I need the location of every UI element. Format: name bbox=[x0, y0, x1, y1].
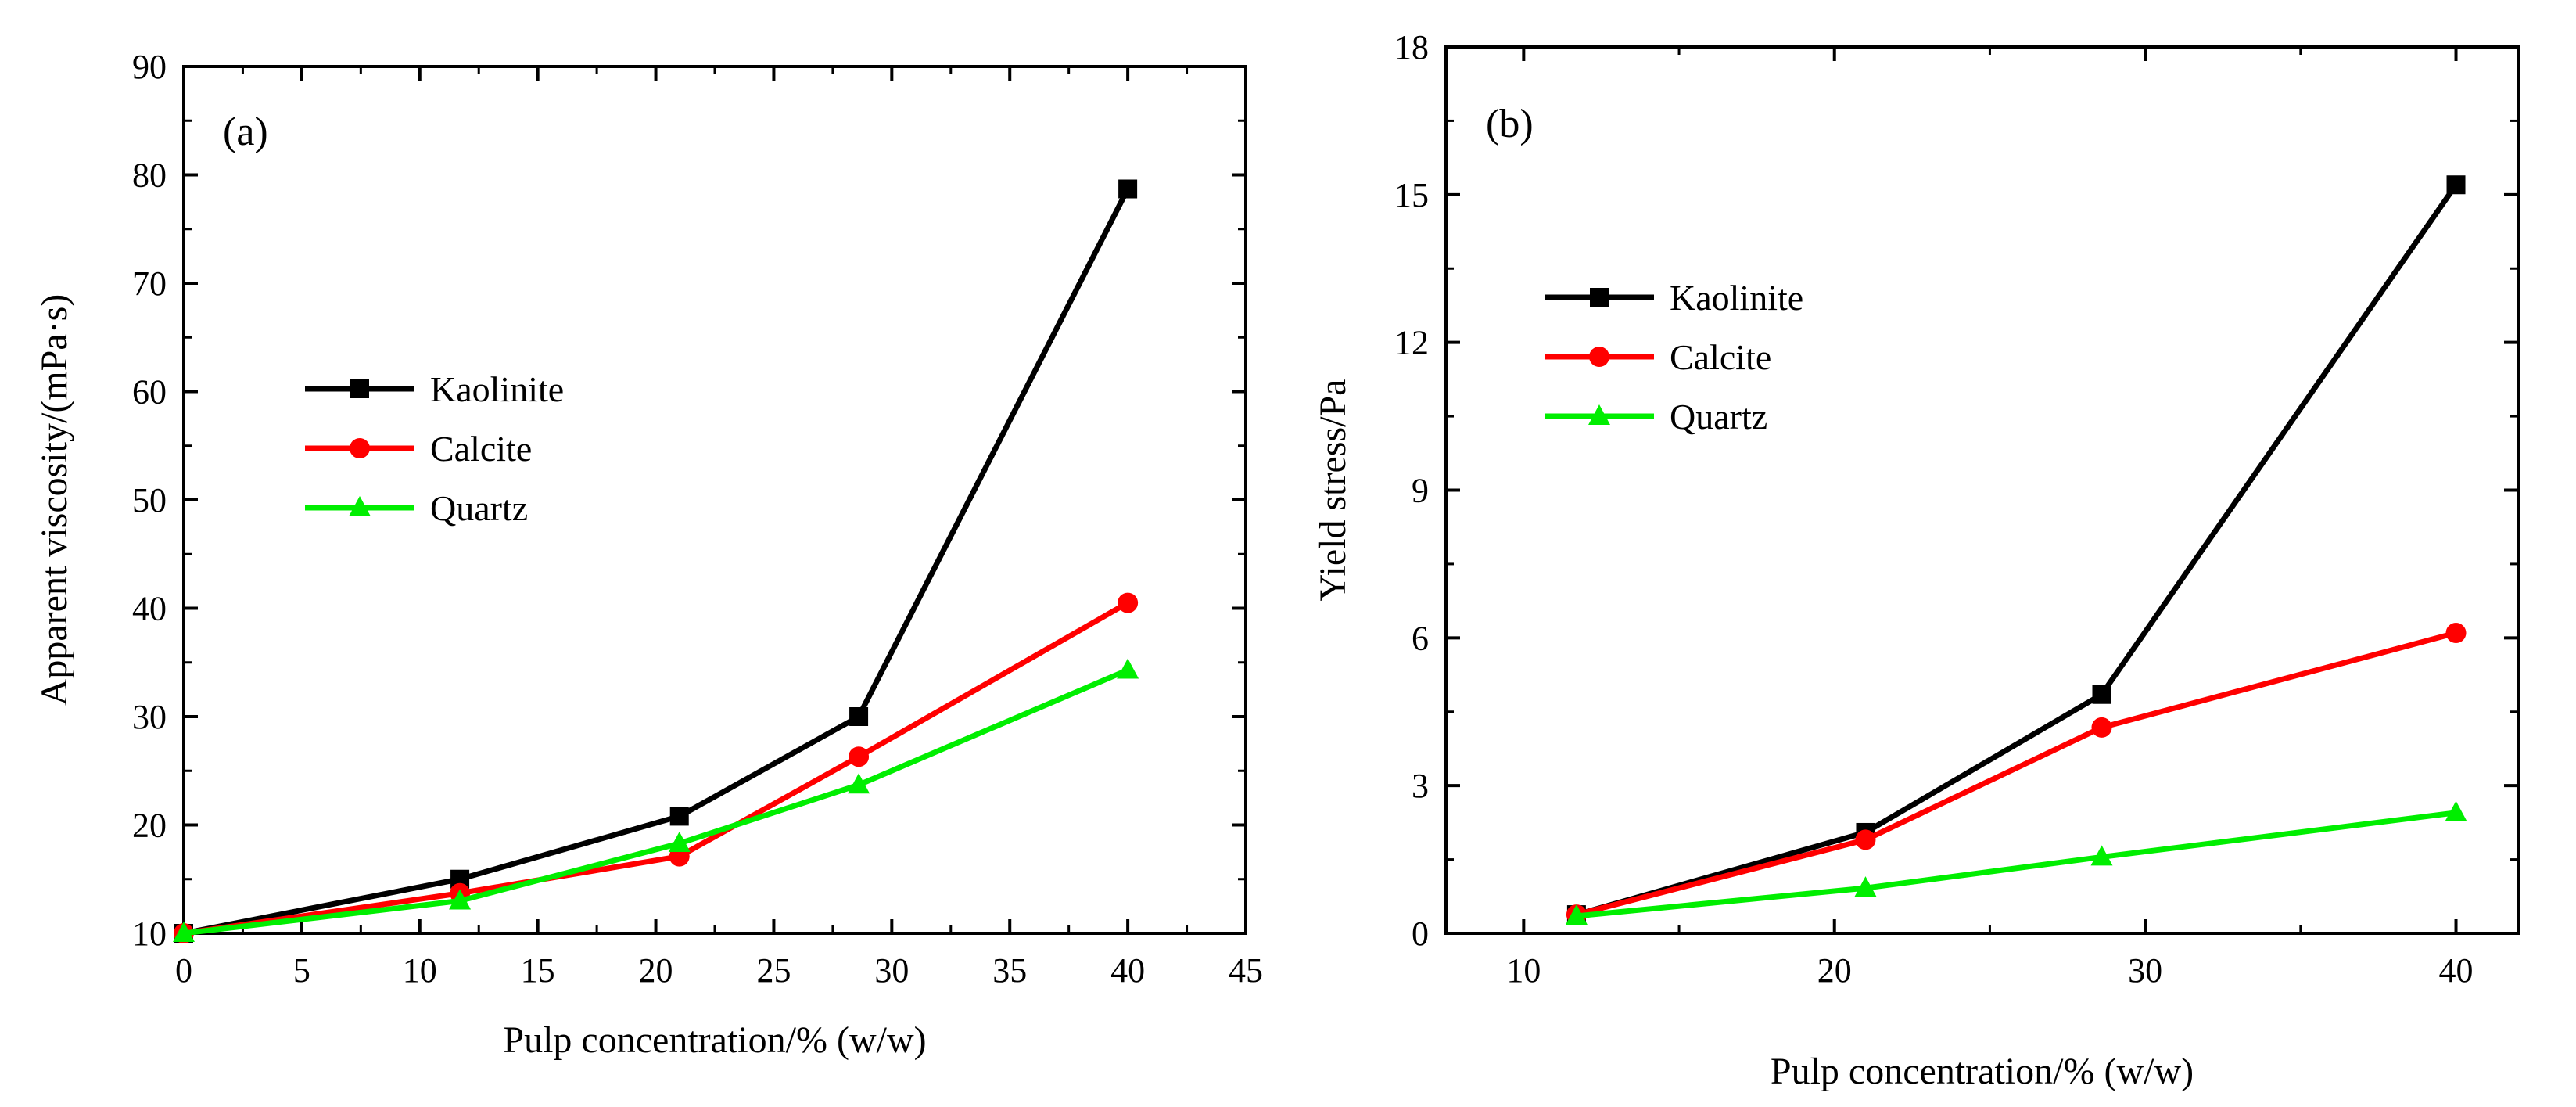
panel-b-series-calcite bbox=[1566, 623, 2467, 925]
panel-a-xtick-label: 0 bbox=[175, 951, 192, 990]
panel-b-series-calcite-point bbox=[1855, 829, 1876, 850]
panel-b-ytick-label: 12 bbox=[1394, 324, 1429, 362]
panel-a-xtick-label: 45 bbox=[1229, 951, 1263, 990]
panel-a-series-quartz bbox=[173, 658, 1139, 942]
panel-a-legend-item-quartz-label: Quartz bbox=[430, 488, 528, 528]
panel-a-series-quartz-point bbox=[173, 922, 195, 942]
panel-b-ytick-label: 18 bbox=[1394, 28, 1429, 66]
panel-a-ytick-label: 90 bbox=[132, 48, 167, 86]
panel-a-series-quartz-line bbox=[183, 667, 1129, 936]
panel-b-ytick-label: 15 bbox=[1394, 176, 1429, 214]
panel-b-ytick-label: 3 bbox=[1412, 767, 1429, 805]
panel-b-series-quartz-point bbox=[1854, 876, 1877, 897]
panel-a-series-kaolinite-point bbox=[1118, 179, 1138, 199]
panel-b-x-axis-title: Pulp concentration/% (w/w) bbox=[1771, 1051, 2194, 1092]
panel-b-legend-item-kaolinite-marker bbox=[1590, 288, 1609, 307]
panel-a-legend-item-kaolinite-label: Kaolinite bbox=[430, 369, 564, 409]
panel-b-series-calcite-point bbox=[2445, 623, 2467, 644]
panel-b-plot-frame bbox=[1444, 45, 2520, 935]
panel-a-series-quartz-point bbox=[668, 832, 691, 853]
panel-a-xtick-label: 20 bbox=[639, 951, 673, 990]
panel-b-series-kaolinite-point bbox=[2446, 175, 2466, 195]
panel-a-legend: Kaolinite Calcite Quartz bbox=[305, 369, 564, 528]
panel-a-plot-frame bbox=[182, 65, 1247, 935]
panel-a-ytick-label: 20 bbox=[132, 807, 167, 845]
panel-a: 0 5 10 15 20 25 30 35 40 45 10 20 30 40 50 60 70 80 90 Pulp… bbox=[34, 48, 1263, 1061]
panel-a-series-quartz-point bbox=[449, 889, 472, 910]
panel-a-series-quartz-point bbox=[848, 773, 870, 794]
panel-b: 10 20 30 40 0 3 6 9 12 15 18 Pulp concentration/% (… bbox=[1312, 28, 2520, 1092]
panel-a-legend-item-quartz-marker bbox=[349, 496, 371, 516]
panel-a-ytick-label: 70 bbox=[132, 264, 167, 303]
panel-b-series-quartz bbox=[1565, 800, 2467, 925]
panel-a-series-kaolinite bbox=[174, 179, 1138, 943]
panel-b-ytick-label: 0 bbox=[1412, 915, 1429, 953]
panel-b-xtick-label: 30 bbox=[2128, 951, 2162, 990]
panel-a-ytick-label: 30 bbox=[132, 698, 167, 736]
panel-a-ytick-label: 10 bbox=[132, 915, 167, 953]
panel-b-xtick-label: 10 bbox=[1506, 951, 1541, 990]
panel-a-xtick-label: 35 bbox=[992, 951, 1027, 990]
panel-a-series-calcite-point bbox=[849, 746, 870, 767]
panel-a-xtick-label: 30 bbox=[874, 951, 909, 990]
panel-a-label: (a) bbox=[223, 110, 268, 154]
panel-b-ytick-label: 9 bbox=[1412, 472, 1429, 510]
panel-b-legend: Kaolinite Calcite Quartz bbox=[1545, 278, 1803, 437]
panel-a-ytick-label: 60 bbox=[132, 373, 167, 412]
panel-b-series-quartz-point bbox=[2090, 845, 2113, 866]
panel-b-legend-item-quartz-label: Quartz bbox=[1670, 397, 1767, 437]
panel-a-series-calcite bbox=[174, 592, 1139, 943]
panel-b-legend-item-calcite-label: Calcite bbox=[1670, 337, 1771, 377]
panel-b-series-quartz-point bbox=[1565, 904, 1588, 925]
panel-b-label: (b) bbox=[1486, 102, 1534, 146]
panel-b-series-calcite-point bbox=[2091, 717, 2112, 738]
panel-a-xtick-label: 25 bbox=[756, 951, 791, 990]
panel-b-ytick-label: 6 bbox=[1412, 619, 1429, 657]
panel-b-series-quartz-point bbox=[2445, 800, 2467, 821]
panel-b-xtick-label: 20 bbox=[1817, 951, 1852, 990]
panel-a-series-kaolinite-line bbox=[183, 187, 1131, 936]
panel-a-ytick-label: 40 bbox=[132, 590, 167, 628]
panel-b-series-calcite-line bbox=[1576, 630, 2457, 918]
panel-b-xtick-label: 40 bbox=[2439, 951, 2474, 990]
panel-b-legend-item-kaolinite-label: Kaolinite bbox=[1670, 278, 1803, 318]
panel-a-xtick-label: 10 bbox=[403, 951, 437, 990]
panel-a-legend-item-kaolinite-marker bbox=[350, 379, 369, 398]
panel-b-y-axis-title: Yield stress/Pa bbox=[1312, 379, 1354, 602]
panel-a-series-calcite-point bbox=[1118, 592, 1139, 613]
panel-b-series-kaolinite-point bbox=[2092, 685, 2111, 704]
panel-a-xtick-label: 15 bbox=[521, 951, 555, 990]
panel-a-legend-item-calcite-label: Calcite bbox=[430, 429, 532, 469]
panel-a-legend-item-calcite-marker bbox=[350, 438, 370, 458]
panel-b-series-quartz-line bbox=[1576, 810, 2456, 919]
panel-a-x-axis-title: Pulp concentration/% (w/w) bbox=[503, 1019, 926, 1061]
panel-a-series-quartz-point bbox=[1117, 658, 1139, 679]
panel-a-ytick-label: 50 bbox=[132, 481, 167, 519]
panel-a-ytick-label: 80 bbox=[132, 156, 167, 195]
panel-a-y-axis-title: Apparent viscosity/(mPa·s) bbox=[34, 294, 75, 706]
panel-b-legend-item-calcite-marker bbox=[1589, 347, 1609, 367]
panel-a-xtick-label: 40 bbox=[1110, 951, 1145, 990]
panel-a-xtick-label: 5 bbox=[293, 951, 310, 990]
panel-a-series-calcite-line bbox=[183, 600, 1129, 936]
panel-a-series-kaolinite-point bbox=[669, 807, 689, 826]
panel-a-series-kaolinite-point bbox=[849, 707, 869, 726]
panel-b-series-kaolinite-line bbox=[1575, 183, 2459, 918]
panel-b-legend-item-quartz-marker bbox=[1588, 404, 1610, 425]
